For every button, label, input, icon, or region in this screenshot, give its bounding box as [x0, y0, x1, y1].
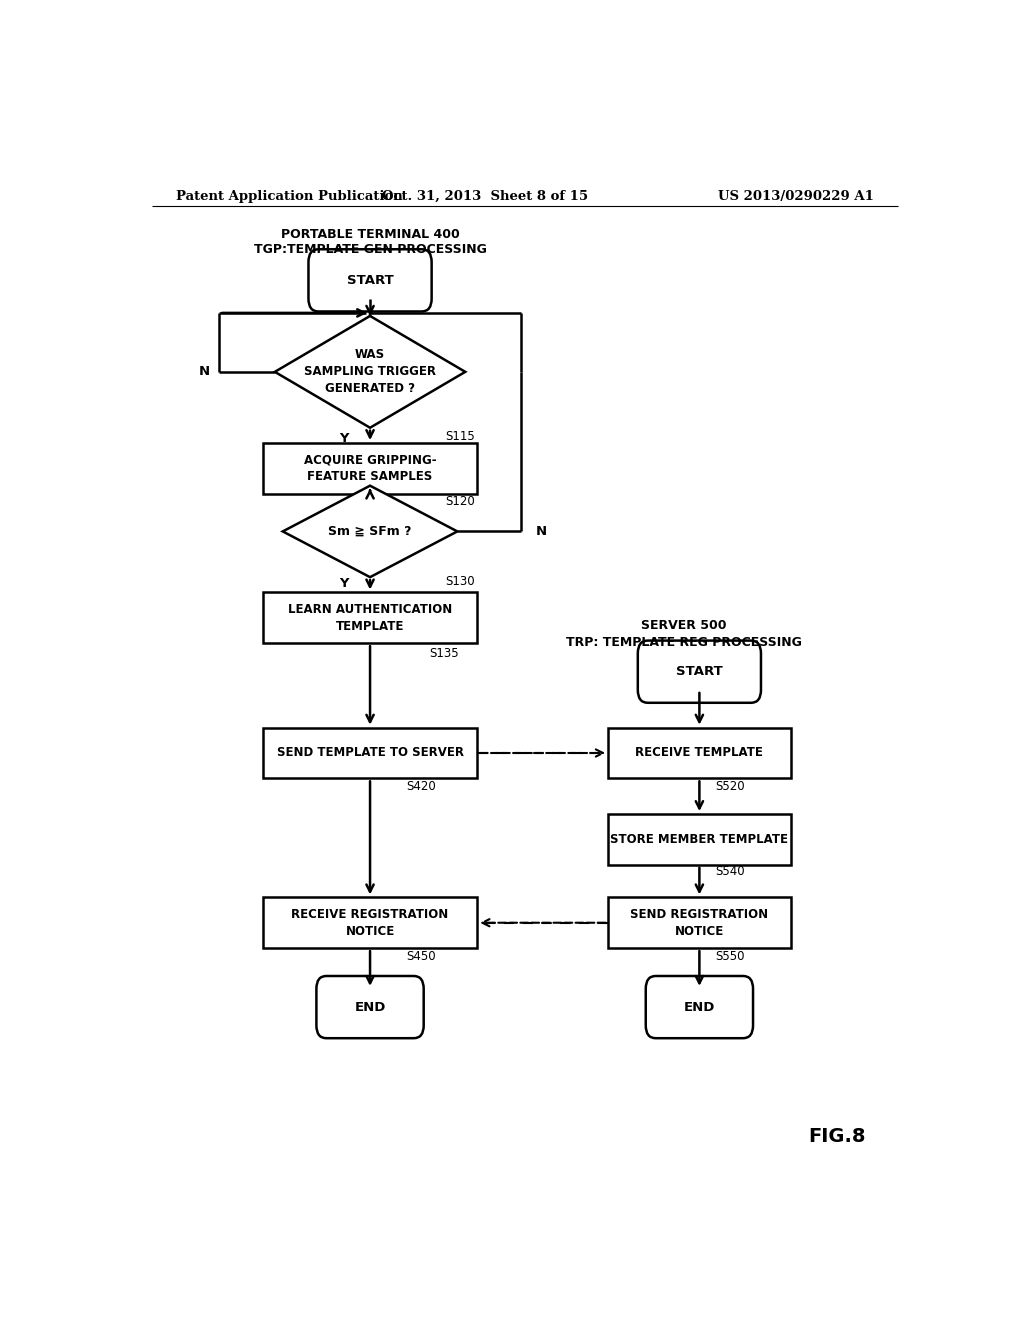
Text: WAS
SAMPLING TRIGGER
GENERATED ?: WAS SAMPLING TRIGGER GENERATED ?: [304, 348, 436, 396]
Text: END: END: [684, 1001, 715, 1014]
Text: LEARN AUTHENTICATION
TEMPLATE: LEARN AUTHENTICATION TEMPLATE: [288, 603, 453, 632]
Text: S135: S135: [430, 647, 459, 660]
Bar: [608, 898, 791, 948]
Text: Sm ≧ SFm ?: Sm ≧ SFm ?: [329, 525, 412, 539]
Bar: [608, 727, 791, 779]
Text: N: N: [536, 525, 547, 539]
Text: TRP: TEMPLATE REG PROCESSING: TRP: TEMPLATE REG PROCESSING: [565, 636, 802, 648]
Text: Y: Y: [339, 433, 348, 445]
Polygon shape: [274, 315, 465, 428]
Text: S420: S420: [406, 780, 435, 793]
Bar: [608, 814, 791, 865]
Bar: [263, 593, 477, 643]
Text: US 2013/0290229 A1: US 2013/0290229 A1: [718, 190, 873, 202]
Text: PORTABLE TERMINAL 400: PORTABLE TERMINAL 400: [281, 228, 460, 242]
Text: S120: S120: [445, 495, 475, 508]
Text: SERVER 500: SERVER 500: [641, 619, 726, 632]
Polygon shape: [283, 486, 458, 577]
FancyBboxPatch shape: [308, 249, 432, 312]
Text: RECEIVE TEMPLATE: RECEIVE TEMPLATE: [636, 747, 763, 759]
Text: S520: S520: [715, 780, 744, 793]
Text: S115: S115: [445, 430, 475, 444]
Text: Y: Y: [339, 577, 348, 590]
Text: Oct. 31, 2013  Sheet 8 of 15: Oct. 31, 2013 Sheet 8 of 15: [382, 190, 588, 202]
Text: S550: S550: [715, 950, 744, 962]
FancyBboxPatch shape: [638, 640, 761, 702]
Text: RECEIVE REGISTRATION
NOTICE: RECEIVE REGISTRATION NOTICE: [292, 908, 449, 937]
Text: Patent Application Publication: Patent Application Publication: [176, 190, 402, 202]
Text: S540: S540: [715, 866, 744, 878]
Bar: [263, 727, 477, 779]
Text: SEND TEMPLATE TO SERVER: SEND TEMPLATE TO SERVER: [276, 747, 464, 759]
Text: STORE MEMBER TEMPLATE: STORE MEMBER TEMPLATE: [610, 833, 788, 846]
Text: END: END: [354, 1001, 386, 1014]
Bar: [263, 444, 477, 494]
Text: START: START: [676, 665, 723, 678]
Text: SEND REGISTRATION
NOTICE: SEND REGISTRATION NOTICE: [631, 908, 768, 937]
Text: FIG.8: FIG.8: [809, 1127, 866, 1146]
Text: TGP:TEMPLATE GEN PROCESSING: TGP:TEMPLATE GEN PROCESSING: [254, 243, 486, 256]
Text: S450: S450: [406, 950, 435, 962]
Bar: [263, 898, 477, 948]
Text: N: N: [199, 366, 210, 379]
FancyBboxPatch shape: [316, 975, 424, 1039]
Text: START: START: [347, 273, 393, 286]
Text: S130: S130: [445, 574, 475, 587]
FancyBboxPatch shape: [646, 975, 753, 1039]
Text: ACQUIRE GRIPPING-
FEATURE SAMPLES: ACQUIRE GRIPPING- FEATURE SAMPLES: [304, 453, 436, 483]
